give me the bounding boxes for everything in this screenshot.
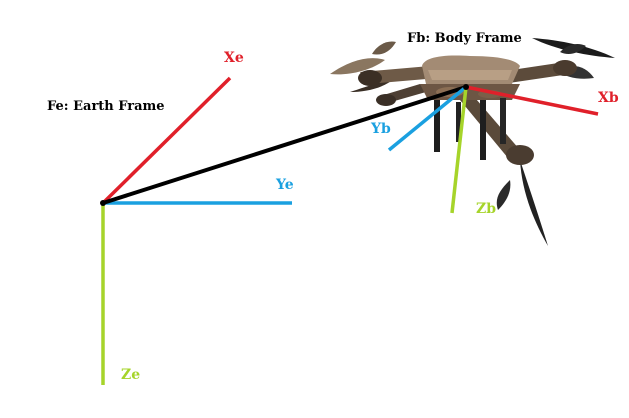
position-vector	[102, 85, 467, 205]
body-x-label: Xb	[598, 90, 619, 106]
body-frame-title: Fb: Body Frame	[407, 31, 522, 46]
body-y-label: Yb	[370, 121, 391, 137]
earth-frame-title: Fe: Earth Frame	[47, 99, 165, 114]
earth-x-axis	[101, 76, 232, 205]
body-z-axis	[450, 86, 468, 214]
earth-z-label: Ze	[121, 367, 140, 383]
earth-x-label: Xe	[224, 50, 244, 66]
body-y-axis	[387, 85, 468, 152]
earth-y-label: Ye	[275, 177, 294, 193]
body-z-label: Zb	[476, 201, 496, 217]
earth-origin	[100, 200, 106, 206]
body-x-axis	[465, 85, 599, 116]
body-origin	[463, 84, 469, 90]
drone-illustration	[330, 38, 615, 246]
